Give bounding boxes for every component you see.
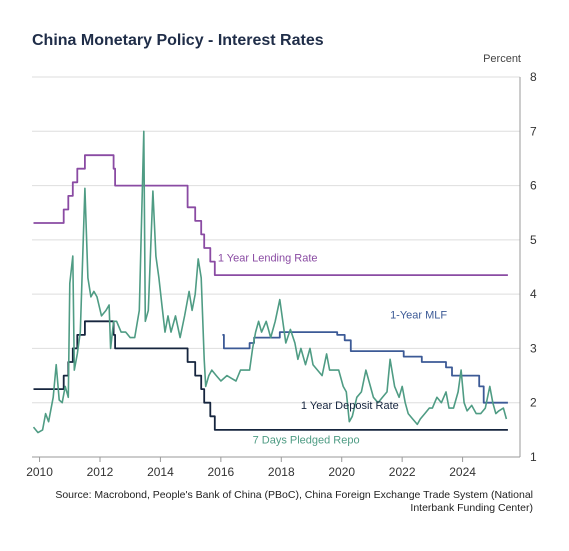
series-line-1-year-deposit-rate xyxy=(33,320,508,431)
y-tick-label: 5 xyxy=(530,233,537,247)
chart-title: China Monetary Policy - Interest Rates xyxy=(32,32,324,49)
y-tick-label: 4 xyxy=(530,287,537,301)
y-tick-label: 7 xyxy=(530,124,537,138)
x-tick-label: 2024 xyxy=(449,465,476,479)
series-line-1-year-mlf xyxy=(222,331,508,404)
y-tick-label: 1 xyxy=(530,450,537,464)
y-tick-label: 8 xyxy=(530,70,537,84)
x-tick-label: 2022 xyxy=(389,465,416,479)
x-tick-label: 2020 xyxy=(328,465,355,479)
x-tick-label: 2014 xyxy=(147,465,174,479)
axis-layer: 1 2 3 4 5 6 7 8 2010 2012 2014 2016 2018 2020 2022 2024 xyxy=(26,70,537,479)
label-layer: 1 Year Lending Rate 1-Year MLF 1 Year Depo… xyxy=(218,253,448,447)
series-label: 1 Year Lending Rate xyxy=(218,253,318,265)
y-tick-label: 6 xyxy=(530,179,537,193)
source-note: Source: Macrobond, People's Bank of Chin… xyxy=(55,489,533,514)
series-label: 1 Year Deposit Rate xyxy=(301,400,399,412)
series-line-7-days-pledged-repo xyxy=(32,130,508,434)
series-line-1-year-lending-rate xyxy=(33,154,508,276)
series-label: 7 Days Pledged Repo xyxy=(253,434,360,446)
x-tick-label: 2010 xyxy=(26,465,53,479)
y-tick-label: 3 xyxy=(530,341,537,355)
series-label: 1-Year MLF xyxy=(390,310,447,322)
x-tick-label: 2012 xyxy=(87,465,114,479)
y-tick-label: 2 xyxy=(530,396,537,410)
unit-label: Percent xyxy=(483,53,521,65)
series-layer xyxy=(32,130,508,434)
x-tick-label: 2016 xyxy=(208,465,235,479)
x-tick-label: 2018 xyxy=(268,465,295,479)
